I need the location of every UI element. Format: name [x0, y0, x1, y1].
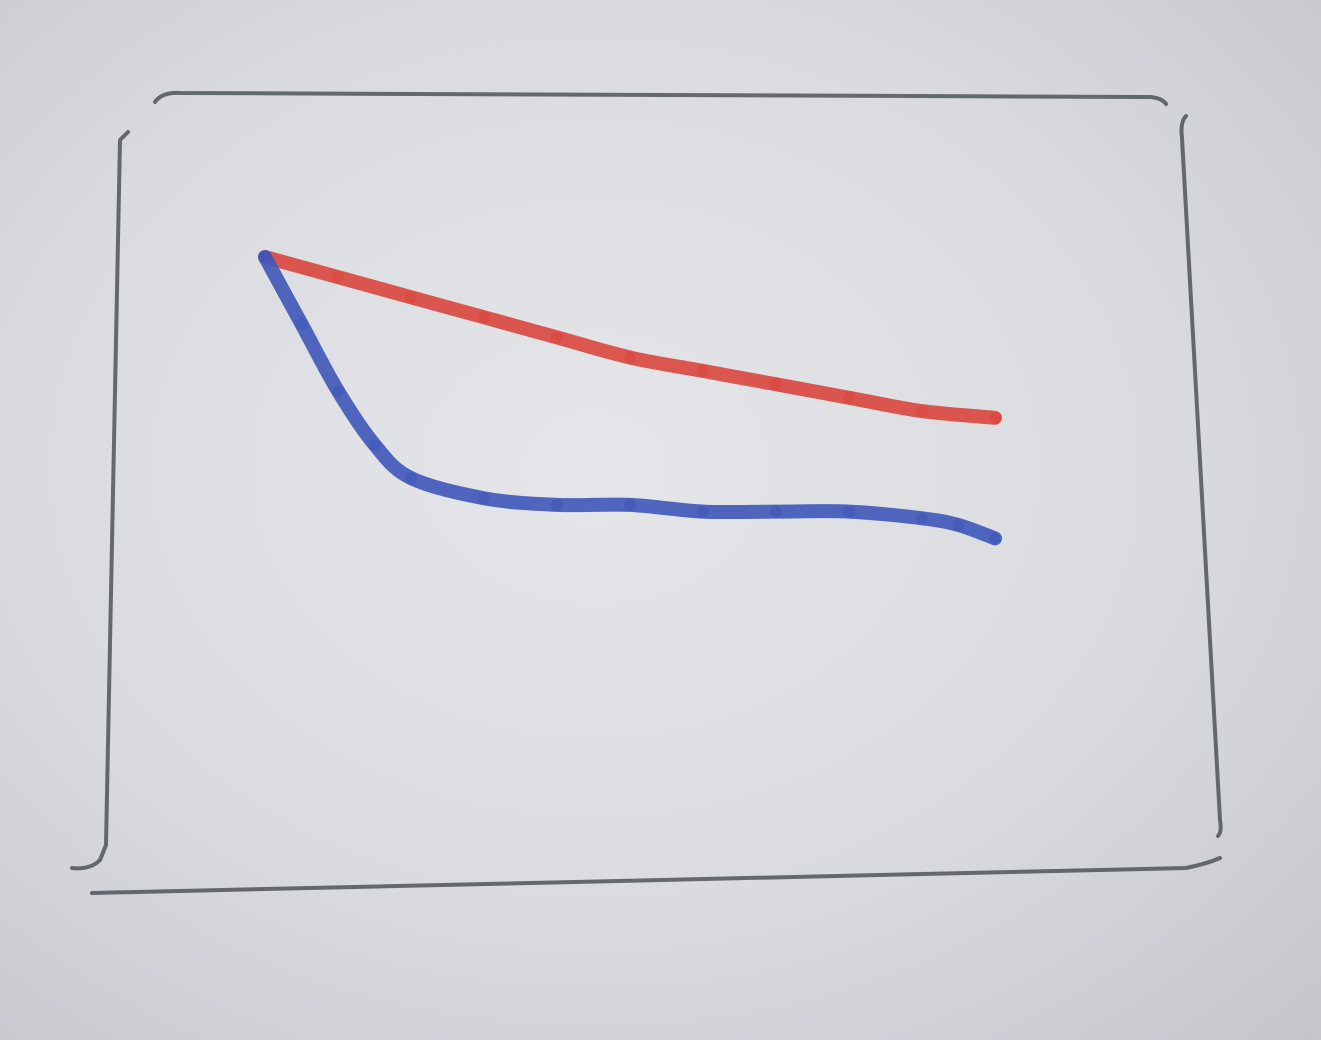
series-1-point-10: [916, 405, 928, 418]
series-1-point-4: [478, 311, 490, 324]
series-1-point-2: [332, 271, 344, 284]
frame-left-edge: [70, 130, 130, 871]
plot-area: [258, 250, 1002, 546]
series-2-point-3: [332, 385, 344, 397]
series-1-point-8: [770, 378, 782, 391]
series-2-point-10: [770, 505, 782, 518]
series-2-point-1: [259, 251, 271, 263]
series-1-point-5: [551, 331, 563, 344]
chart-frame: [70, 90, 1223, 895]
series-2-point-7: [551, 498, 563, 511]
series-2-point-12: [916, 512, 928, 525]
series-2-point-4: [368, 438, 381, 451]
series-2-point-13: [952, 519, 965, 531]
series-1-point-7: [697, 364, 709, 377]
series-2-point-2: [295, 318, 308, 330]
series-2-point-5: [405, 472, 417, 485]
series-1-point-11: [989, 411, 1001, 424]
series-2-point-11: [843, 505, 855, 518]
frame-right-edge: [1179, 114, 1223, 838]
series-2-point-9: [697, 505, 709, 518]
series-2-point-6: [478, 492, 490, 505]
series-1-point-6: [624, 351, 636, 364]
series-1-point-9: [843, 391, 855, 404]
series-1-point-3: [405, 291, 417, 304]
series-2-point-14: [989, 532, 1001, 545]
frame-bottom-edge: [90, 856, 1222, 895]
frame-top-edge: [153, 90, 1168, 106]
series-line-1: [258, 250, 1002, 425]
series-2-point-8: [624, 498, 636, 511]
